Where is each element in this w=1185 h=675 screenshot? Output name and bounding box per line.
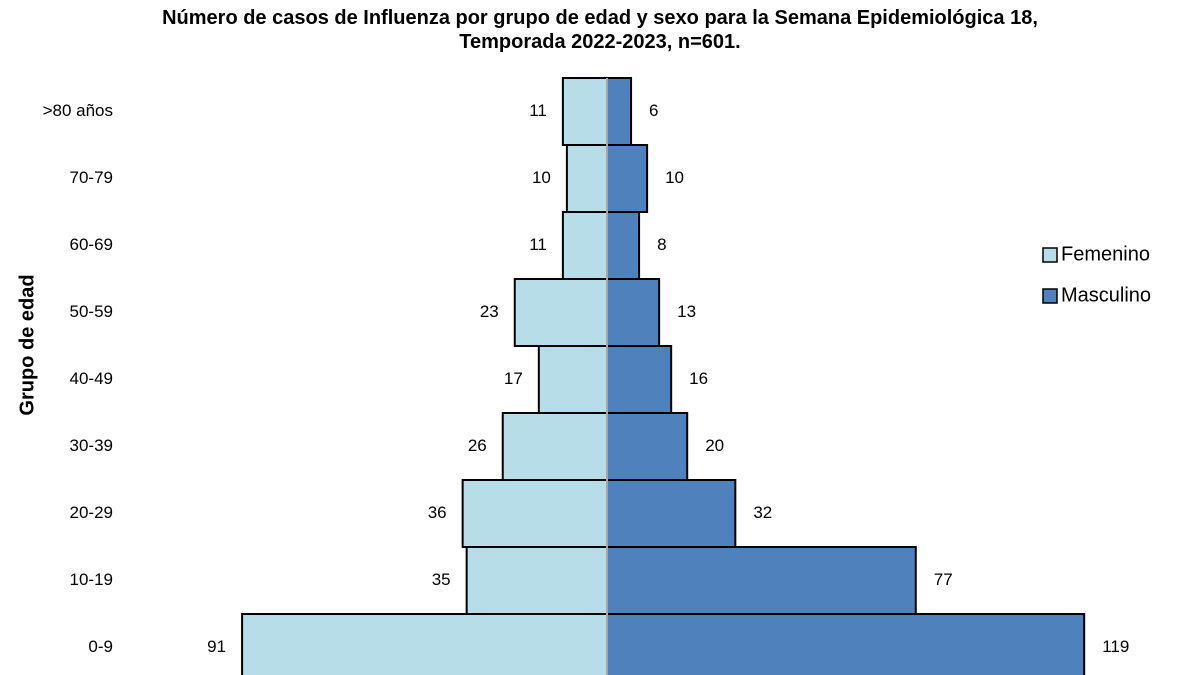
value-label: 35: [432, 570, 451, 589]
value-label: 26: [468, 436, 487, 455]
bar: [606, 211, 641, 280]
value-label: 23: [480, 302, 499, 321]
bar: [537, 345, 609, 414]
bar: [606, 546, 917, 615]
value-label: 11: [529, 235, 547, 254]
value-label: 119: [1102, 637, 1129, 656]
legend-swatch: [1042, 247, 1058, 263]
value-label: 91: [207, 637, 226, 656]
bar: [606, 412, 689, 481]
bar: [561, 211, 609, 280]
value-label: 10: [532, 168, 551, 187]
bar: [606, 144, 649, 213]
value-label: 17: [504, 369, 523, 388]
value-label: 11: [529, 101, 547, 120]
value-label: 6: [649, 101, 658, 120]
value-label: 20: [705, 436, 724, 455]
bar: [565, 144, 609, 213]
bar: [606, 278, 661, 347]
bar: [606, 613, 1086, 675]
value-label: 16: [689, 369, 708, 388]
y-tick-label: 50-59: [70, 302, 113, 321]
value-label: 77: [934, 570, 953, 589]
bar: [513, 278, 609, 347]
y-axis-label: Grupo de edad: [16, 274, 38, 415]
bar: [606, 345, 673, 414]
bar: [241, 613, 608, 675]
y-tick-label: 30-39: [70, 436, 113, 455]
legend-label: Femenino: [1061, 243, 1150, 265]
legend-swatch: [1042, 288, 1058, 304]
legend-label: Masculino: [1061, 284, 1151, 306]
y-tick-label: >80 años: [43, 101, 113, 120]
bar: [501, 412, 608, 481]
value-label: 8: [657, 235, 666, 254]
value-label: 10: [665, 168, 684, 187]
value-label: 36: [428, 503, 447, 522]
bar: [461, 479, 609, 548]
bar: [606, 77, 633, 146]
value-label: 13: [677, 302, 696, 321]
y-tick-label: 70-79: [70, 168, 113, 187]
value-label: 32: [753, 503, 772, 522]
y-tick-label: 40-49: [70, 369, 113, 388]
y-tick-label: 60-69: [70, 235, 113, 254]
y-tick-label: 10-19: [70, 570, 113, 589]
bar: [465, 546, 608, 615]
y-tick-label: 20-29: [70, 503, 113, 522]
bar: [606, 479, 737, 548]
chart-title: Número de casos de Influenza por grupo d…: [162, 7, 1038, 53]
bar: [561, 77, 609, 146]
y-tick-label: 0-9: [88, 637, 113, 656]
